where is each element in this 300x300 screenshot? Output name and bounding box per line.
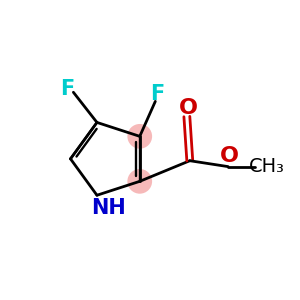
Text: F: F	[60, 79, 75, 99]
Text: O: O	[220, 146, 239, 166]
Text: O: O	[179, 98, 198, 118]
Text: CH₃: CH₃	[249, 157, 285, 176]
Text: F: F	[150, 84, 164, 104]
Text: NH: NH	[92, 199, 126, 218]
Circle shape	[128, 124, 152, 149]
Circle shape	[128, 169, 152, 194]
